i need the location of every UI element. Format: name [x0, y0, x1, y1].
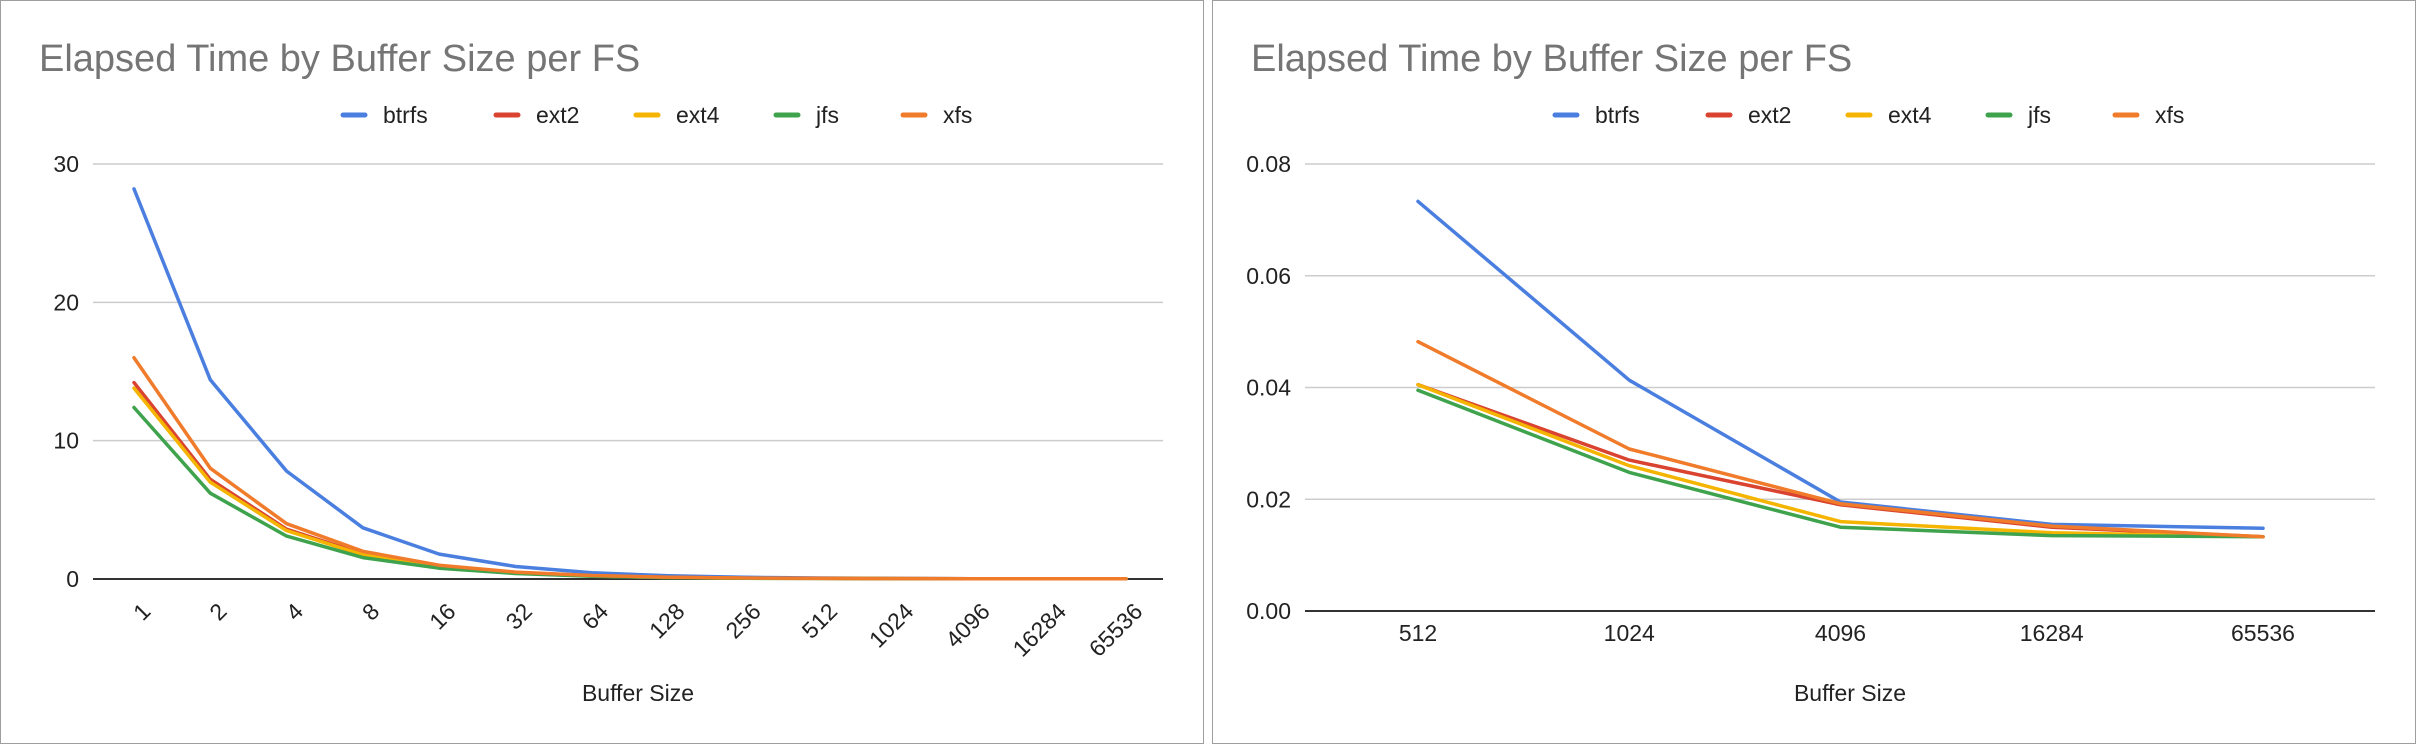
y-tick-label: 0.00 [1246, 598, 1291, 624]
y-tick-label: 0.08 [1246, 151, 1291, 177]
x-tick-label: 1024 [1604, 620, 1655, 646]
y-tick-label: 0.06 [1246, 263, 1291, 289]
legend-item-xfs[interactable]: xfs [2112, 102, 2184, 128]
legend-label: ext4 [676, 102, 720, 128]
x-tick-label: 65536 [1084, 598, 1148, 662]
legend-item-jfs[interactable]: jfs [773, 102, 839, 128]
y-tick-label: 30 [53, 151, 79, 177]
legend-item-jfs[interactable]: jfs [1985, 102, 2051, 128]
legend-label: ext2 [536, 102, 579, 128]
y-tick-label: 10 [53, 428, 79, 454]
chart-title: Elapsed Time by Buffer Size per FS [39, 38, 640, 80]
series-line-btrfs[interactable] [1416, 199, 2265, 531]
series-line-ext4[interactable] [1416, 382, 2265, 539]
x-tick-label: 16284 [1007, 598, 1071, 662]
series-line-jfs[interactable] [132, 405, 1128, 581]
legend-item-ext4[interactable]: ext4 [1845, 102, 1932, 128]
chart-right: Elapsed Time by Buffer Size per FS btrfs e… [1246, 38, 2375, 706]
legend-item-ext2[interactable]: ext2 [493, 102, 579, 128]
y-tick-label: 0.04 [1246, 375, 1291, 401]
x-tick-label: 256 [720, 598, 766, 644]
legend-label: ext4 [1888, 102, 1932, 128]
chart-panel-right: Elapsed Time by Buffer Size per FS btrfs e… [1212, 0, 2416, 744]
x-tick-label: 8 [357, 598, 384, 625]
legend-item-xfs[interactable]: xfs [900, 102, 972, 128]
series-line-ext4[interactable] [132, 386, 1128, 581]
x-tick-label: 128 [644, 598, 690, 644]
x-tick-label: 2 [204, 598, 231, 625]
legend-item-btrfs[interactable]: btrfs [340, 102, 428, 128]
legend-item-ext4[interactable]: ext4 [633, 102, 720, 128]
x-tick-label: 4096 [1815, 620, 1866, 646]
x-tick-label: 512 [1399, 620, 1437, 646]
x-tick-label: 64 [577, 598, 614, 635]
y-tick-label: 0.02 [1246, 486, 1291, 512]
y-tick-label: 0 [66, 566, 79, 592]
legend-item-btrfs[interactable]: btrfs [1552, 102, 1640, 128]
chart-title: Elapsed Time by Buffer Size per FS [1251, 38, 1852, 80]
x-tick-label: 4096 [940, 598, 995, 653]
x-tick-label: 4 [281, 598, 309, 626]
series-line-xfs[interactable] [1416, 339, 2265, 539]
y-tick-label: 20 [53, 289, 79, 315]
legend-item-ext2[interactable]: ext2 [1705, 102, 1791, 128]
chart-left: Elapsed Time by Buffer Size per FS btrfs e… [39, 38, 1163, 706]
x-tick-label: 16284 [2020, 620, 2084, 646]
x-tick-label: 16 [424, 598, 460, 634]
legend-label: jfs [2027, 102, 2051, 128]
series-line-jfs[interactable] [1416, 388, 2265, 539]
series-line-xfs[interactable] [132, 355, 1128, 581]
legend-label: ext2 [1748, 102, 1791, 128]
x-tick-label: 32 [500, 598, 536, 634]
x-tick-label: 1 [128, 598, 155, 625]
x-axis-title: Buffer Size [582, 680, 694, 706]
x-tick-label: 512 [797, 598, 843, 644]
x-tick-label: 65536 [2231, 620, 2295, 646]
legend-label: xfs [943, 102, 972, 128]
legend-label: xfs [2155, 102, 2184, 128]
x-tick-label: 1024 [864, 598, 919, 653]
legend-label: btrfs [383, 102, 428, 128]
series-line-ext2[interactable] [132, 380, 1128, 581]
legend-label: jfs [815, 102, 839, 128]
chart-panel-left: Elapsed Time by Buffer Size per FS btrfs e… [0, 0, 1204, 744]
x-axis-title: Buffer Size [1794, 680, 1906, 706]
legend-label: btrfs [1595, 102, 1640, 128]
